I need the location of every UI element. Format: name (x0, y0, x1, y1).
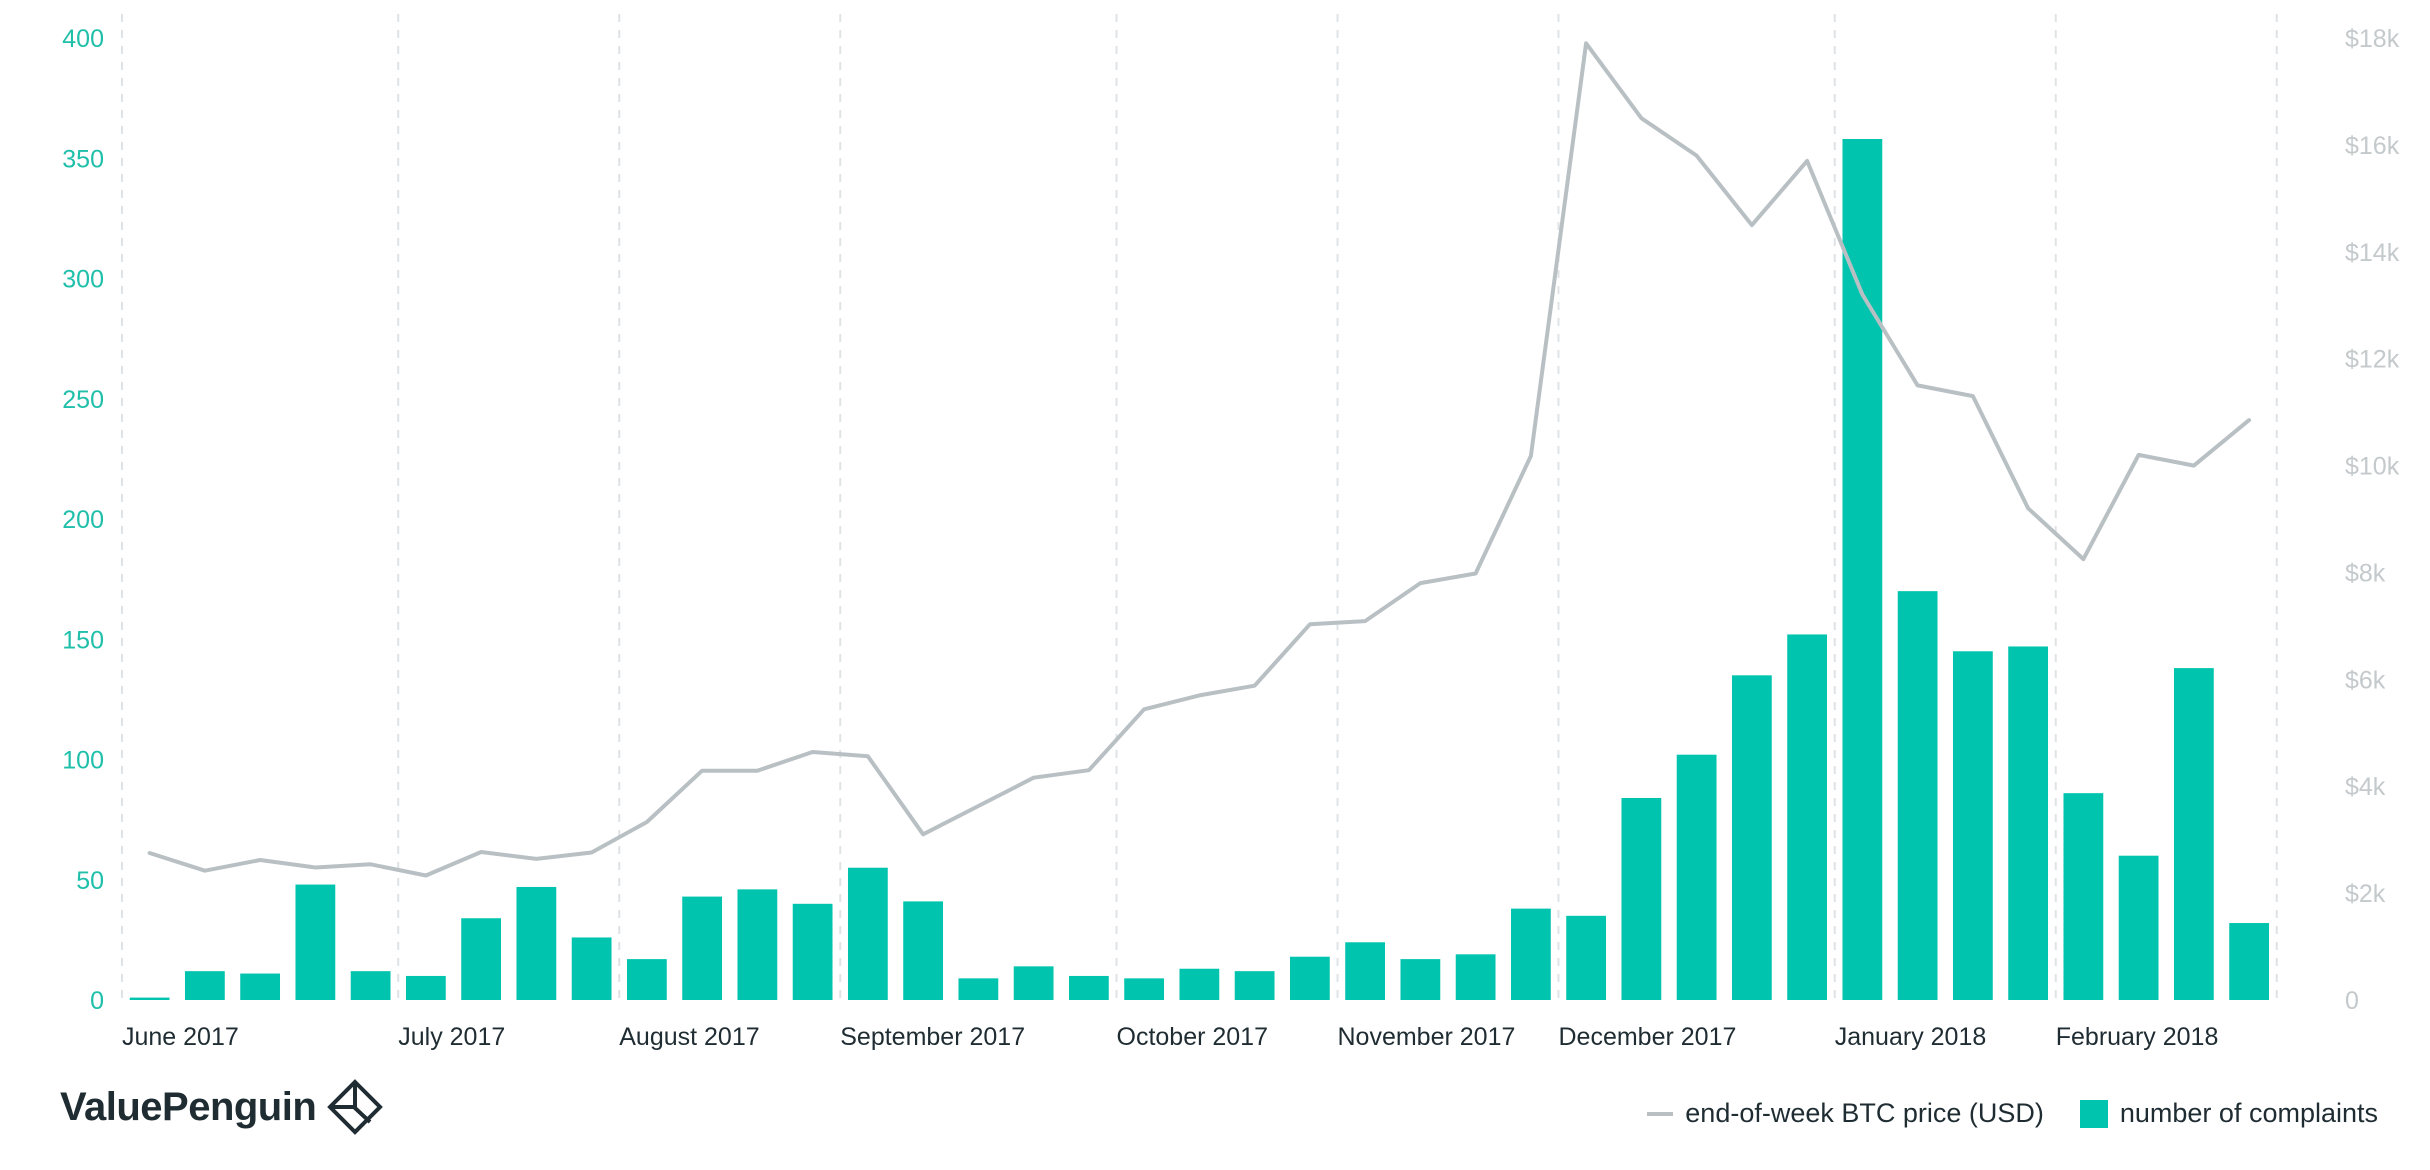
y-left-tick-label: 0 (90, 987, 104, 1015)
chart-legend: end-of-week BTC price (USD) number of co… (1647, 1098, 2378, 1129)
complaints-bar (2229, 923, 2270, 1000)
complaints-bar (2008, 646, 2049, 1000)
complaints-bar (1068, 975, 1109, 1000)
complaints-bar (737, 889, 778, 1000)
x-tick-label: October 2017 (1117, 1023, 1269, 1051)
complaints-bar (1731, 675, 1772, 1000)
x-tick-label: August 2017 (619, 1023, 759, 1051)
complaints-bar (1621, 797, 1662, 1000)
brand-name: ValuePenguin (60, 1084, 317, 1129)
x-tick-label: February 2018 (2056, 1023, 2219, 1051)
x-tick-label: December 2017 (1559, 1023, 1737, 1051)
y-right-tick-label: $4k (2345, 773, 2386, 801)
y-right-tick-label: 0 (2345, 987, 2359, 1015)
y-right-tick-label: $12k (2345, 346, 2400, 374)
complaints-bar (1234, 971, 1275, 1000)
complaints-bar (2173, 668, 2214, 1000)
complaints-bar (2063, 793, 2104, 1000)
x-tick-label: September 2017 (840, 1023, 1025, 1051)
legend-bar-swatch (2079, 1099, 2108, 1128)
y-axis-left: 0 50 100 150 200 250 300 350 400 (62, 25, 104, 1015)
y-left-tick-label: 100 (62, 747, 104, 775)
complaints-bar (626, 959, 667, 1000)
legend-line-swatch (1647, 1111, 1674, 1116)
y-right-tick-label: $2k (2345, 880, 2386, 908)
complaints-bar (792, 903, 833, 1000)
complaints-bar (184, 971, 225, 1000)
complaints-bar (958, 978, 999, 1000)
grid-layer (121, 14, 2278, 1000)
y-axis-right: 0 $2k $4k $6k $8k $10k $12k $14k $16k $18k (2345, 25, 2400, 1015)
y-left-tick-label: 300 (62, 266, 104, 294)
btc-price-line (147, 41, 2252, 878)
complaints-bar (903, 901, 944, 1000)
y-right-tick-label: $6k (2345, 666, 2386, 694)
complaints-bar (461, 918, 502, 1000)
legend-complaints-label: number of complaints (2119, 1098, 2378, 1128)
x-tick-label: January 2018 (1835, 1023, 1987, 1051)
y-left-tick-label: 350 (62, 145, 104, 173)
complaints-bar (1289, 956, 1330, 1000)
y-right-tick-label: $18k (2345, 25, 2400, 53)
complaints-bar (1400, 959, 1441, 1000)
complaints-bar (295, 884, 336, 1000)
x-tick-label: July 2017 (398, 1023, 505, 1051)
y-right-tick-label: $16k (2345, 132, 2400, 160)
complaints-bar (1842, 139, 1883, 1000)
y-left-tick-label: 250 (62, 386, 104, 414)
complaints-bar (1013, 966, 1054, 1000)
x-tick-label: November 2017 (1338, 1023, 1516, 1051)
complaints-bar (405, 975, 446, 1000)
complaints-bar (129, 997, 170, 1000)
y-left-tick-label: 150 (62, 626, 104, 654)
complaints-bar (1676, 754, 1717, 1000)
complaints-bar (350, 971, 391, 1000)
complaints-bar (1455, 954, 1496, 1000)
complaints-bar (682, 896, 723, 1000)
y-left-tick-label: 400 (62, 25, 104, 53)
legend-item-complaints: number of complaints (2079, 1098, 2378, 1129)
x-tick-label: June 2017 (122, 1023, 239, 1051)
complaints-bar (1787, 634, 1828, 1000)
legend-price-label: end-of-week BTC price (USD) (1685, 1098, 2044, 1128)
complaints-bar (1124, 978, 1165, 1000)
complaints-bar (571, 937, 612, 1000)
complaints-bar (1510, 908, 1551, 1000)
complaints-bar (240, 973, 281, 1000)
complaints-bar (1566, 915, 1607, 1000)
complaints-bar (516, 886, 557, 1000)
complaints-bar (1897, 591, 1938, 1000)
complaints-bar (2118, 855, 2159, 1000)
line-layer (147, 41, 2252, 878)
x-axis: June 2017 July 2017 August 2017 September 2… (122, 1023, 2218, 1051)
brand-logo: ValuePenguin (60, 1078, 384, 1136)
complaints-bar (1345, 942, 1386, 1000)
bars-layer (129, 139, 2270, 1000)
legend-item-price: end-of-week BTC price (USD) (1647, 1098, 2044, 1129)
y-left-tick-label: 200 (62, 506, 104, 534)
complaints-bar (1952, 651, 1993, 1000)
penguin-logo-icon (327, 1079, 384, 1135)
y-right-tick-label: $14k (2345, 239, 2400, 267)
y-right-tick-label: $8k (2345, 559, 2386, 587)
y-right-tick-label: $10k (2345, 453, 2400, 481)
y-left-tick-label: 50 (76, 867, 104, 895)
complaints-bar (1179, 968, 1220, 1000)
complaints-bar (847, 867, 888, 1000)
